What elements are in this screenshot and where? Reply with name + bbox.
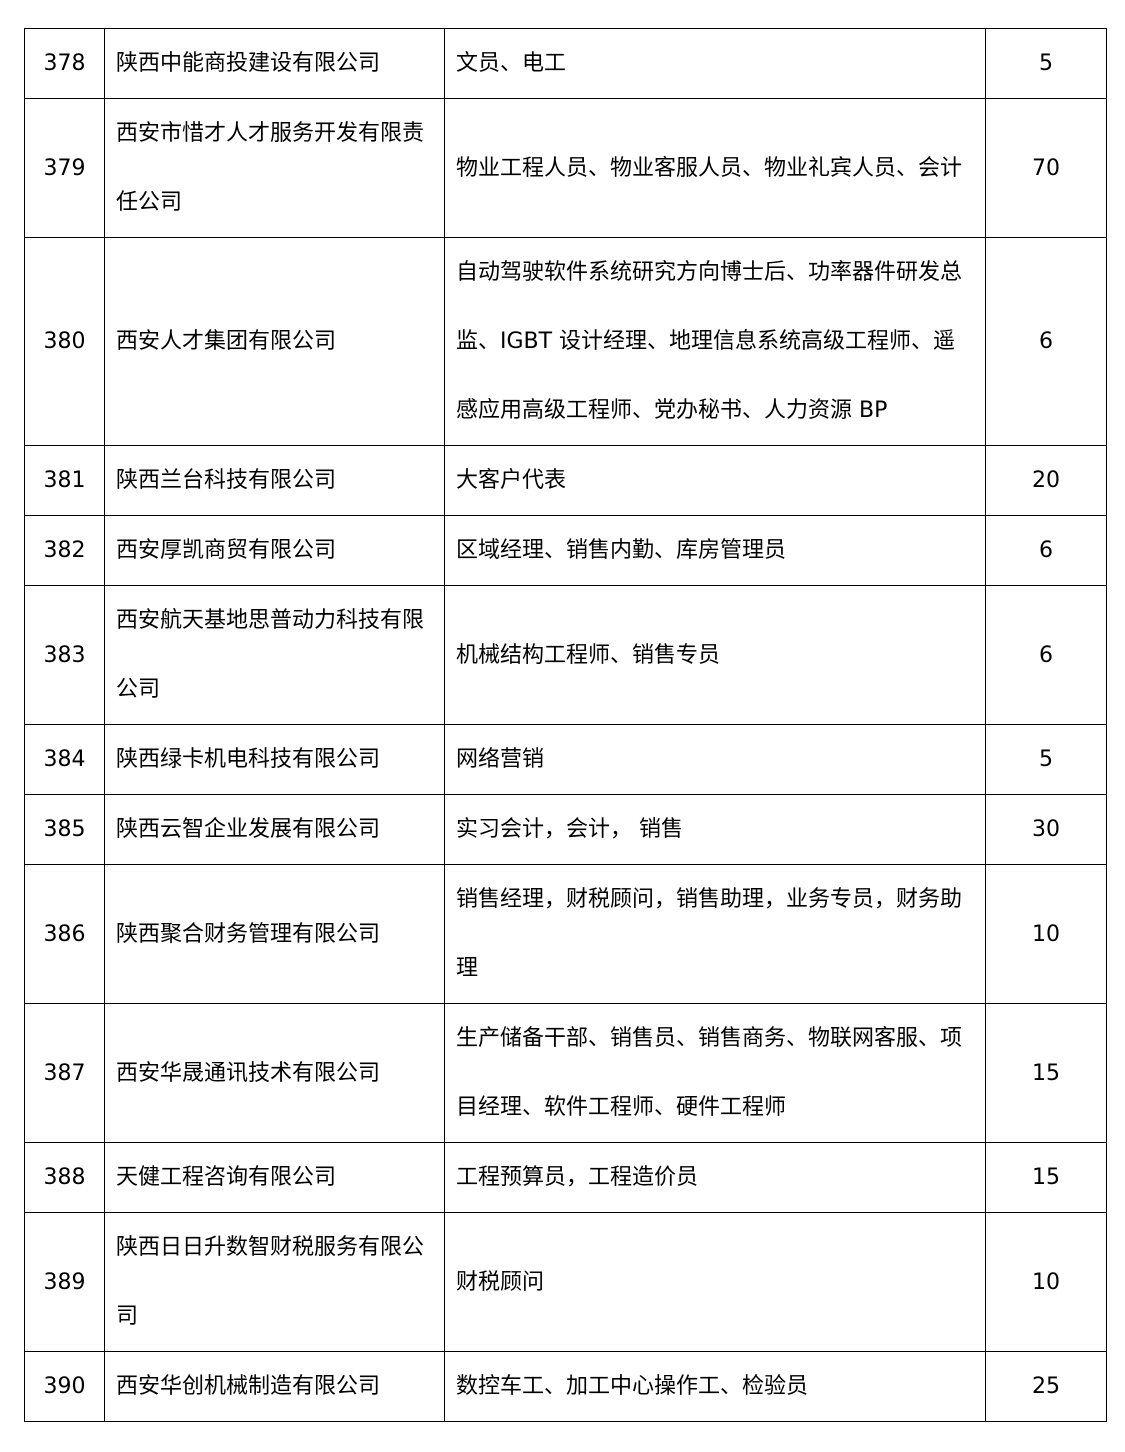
table-row: 388 天健工程咨询有限公司 工程预算员，工程造价员 15 xyxy=(24,1142,1107,1213)
row-number: 383 xyxy=(24,585,105,725)
table-row: 380 西安人才集团有限公司 自动驾驶软件系统研究方向博士后、功率器件研发总监、IG… xyxy=(24,237,1107,446)
row-number: 385 xyxy=(24,794,105,865)
company-name: 陕西兰台科技有限公司 xyxy=(104,445,445,516)
row-number: 378 xyxy=(24,28,105,99)
headcount: 25 xyxy=(985,1351,1107,1422)
row-number: 381 xyxy=(24,445,105,516)
table-row: 382 西安厚凯商贸有限公司 区域经理、销售内勤、库房管理员 6 xyxy=(24,515,1107,586)
positions: 区域经理、销售内勤、库房管理员 xyxy=(444,515,986,586)
company-name: 西安航天基地思普动力科技有限公司 xyxy=(104,585,445,725)
row-number: 379 xyxy=(24,98,105,238)
row-number: 388 xyxy=(24,1142,105,1213)
row-number: 386 xyxy=(24,864,105,1004)
recruitment-table: 378 陕西中能商投建设有限公司 文员、电工 5 379 西安市惜才人才服务开发有限责任公… xyxy=(24,28,1107,1422)
positions: 大客户代表 xyxy=(444,445,986,516)
positions: 实习会计，会计， 销售 xyxy=(444,794,986,865)
table-row: 386 陕西聚合财务管理有限公司 销售经理，财税顾问，销售助理，业务专员，财务助理 1… xyxy=(24,864,1107,1004)
company-name: 西安人才集团有限公司 xyxy=(104,237,445,446)
row-number: 382 xyxy=(24,515,105,586)
headcount: 20 xyxy=(985,445,1107,516)
table-row: 389 陕西日日升数智财税服务有限公司 财税顾问 10 xyxy=(24,1212,1107,1352)
positions: 文员、电工 xyxy=(444,28,986,99)
table-row: 378 陕西中能商投建设有限公司 文员、电工 5 xyxy=(24,28,1107,99)
positions: 数控车工、加工中心操作工、检验员 xyxy=(444,1351,986,1422)
headcount: 6 xyxy=(985,585,1107,725)
headcount: 6 xyxy=(985,515,1107,586)
positions: 自动驾驶软件系统研究方向博士后、功率器件研发总监、IGBT 设计经理、地理信息系… xyxy=(444,237,986,446)
positions: 物业工程人员、物业客服人员、物业礼宾人员、会计 xyxy=(444,98,986,238)
positions: 机械结构工程师、销售专员 xyxy=(444,585,986,725)
table-row: 384 陕西绿卡机电科技有限公司 网络营销 5 xyxy=(24,724,1107,795)
row-number: 387 xyxy=(24,1003,105,1143)
table-row: 385 陕西云智企业发展有限公司 实习会计，会计， 销售 30 xyxy=(24,794,1107,865)
row-number: 389 xyxy=(24,1212,105,1352)
positions: 销售经理，财税顾问，销售助理，业务专员，财务助理 xyxy=(444,864,986,1004)
table-row: 379 西安市惜才人才服务开发有限责任公司 物业工程人员、物业客服人员、物业礼宾人员… xyxy=(24,98,1107,238)
company-name: 陕西聚合财务管理有限公司 xyxy=(104,864,445,1004)
headcount: 15 xyxy=(985,1003,1107,1143)
company-name: 陕西云智企业发展有限公司 xyxy=(104,794,445,865)
positions: 生产储备干部、销售员、销售商务、物联网客服、项目经理、软件工程师、硬件工程师 xyxy=(444,1003,986,1143)
table-body: 378 陕西中能商投建设有限公司 文员、电工 5 379 西安市惜才人才服务开发有限责任公… xyxy=(24,28,1107,1422)
row-number: 390 xyxy=(24,1351,105,1422)
table-row: 381 陕西兰台科技有限公司 大客户代表 20 xyxy=(24,445,1107,516)
row-number: 380 xyxy=(24,237,105,446)
table-row: 383 西安航天基地思普动力科技有限公司 机械结构工程师、销售专员 6 xyxy=(24,585,1107,725)
company-name: 陕西中能商投建设有限公司 xyxy=(104,28,445,99)
table-row: 390 西安华创机械制造有限公司 数控车工、加工中心操作工、检验员 25 xyxy=(24,1351,1107,1422)
company-name: 西安市惜才人才服务开发有限责任公司 xyxy=(104,98,445,238)
headcount: 5 xyxy=(985,724,1107,795)
company-name: 陕西日日升数智财税服务有限公司 xyxy=(104,1212,445,1352)
company-name: 西安华创机械制造有限公司 xyxy=(104,1351,445,1422)
headcount: 6 xyxy=(985,237,1107,446)
company-name: 陕西绿卡机电科技有限公司 xyxy=(104,724,445,795)
headcount: 30 xyxy=(985,794,1107,865)
company-name: 天健工程咨询有限公司 xyxy=(104,1142,445,1213)
table-row: 387 西安华晟通讯技术有限公司 生产储备干部、销售员、销售商务、物联网客服、项目经… xyxy=(24,1003,1107,1143)
positions: 网络营销 xyxy=(444,724,986,795)
headcount: 10 xyxy=(985,1212,1107,1352)
company-name: 西安厚凯商贸有限公司 xyxy=(104,515,445,586)
headcount: 5 xyxy=(985,28,1107,99)
headcount: 10 xyxy=(985,864,1107,1004)
positions: 财税顾问 xyxy=(444,1212,986,1352)
row-number: 384 xyxy=(24,724,105,795)
headcount: 15 xyxy=(985,1142,1107,1213)
company-name: 西安华晟通讯技术有限公司 xyxy=(104,1003,445,1143)
positions: 工程预算员，工程造价员 xyxy=(444,1142,986,1213)
headcount: 70 xyxy=(985,98,1107,238)
